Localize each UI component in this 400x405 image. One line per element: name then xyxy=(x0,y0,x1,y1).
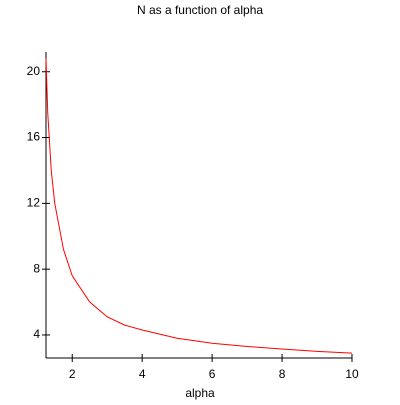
x-tick-label: 10 xyxy=(345,367,359,381)
y-tick-label: 16 xyxy=(27,130,41,144)
chart-title: N as a function of alpha xyxy=(137,3,263,17)
x-tick-label: 6 xyxy=(209,367,216,381)
y-tick-label: 4 xyxy=(33,327,40,341)
line-series xyxy=(45,58,353,354)
x-tick-label: 8 xyxy=(279,367,286,381)
x-tick-label: 2 xyxy=(69,367,76,381)
y-tick-label: 12 xyxy=(27,196,41,210)
x-tick-label: 4 xyxy=(139,367,146,381)
y-tick-label: 8 xyxy=(33,261,40,275)
x-axis-label: alpha xyxy=(185,386,215,400)
y-tick-label: 20 xyxy=(27,64,41,78)
